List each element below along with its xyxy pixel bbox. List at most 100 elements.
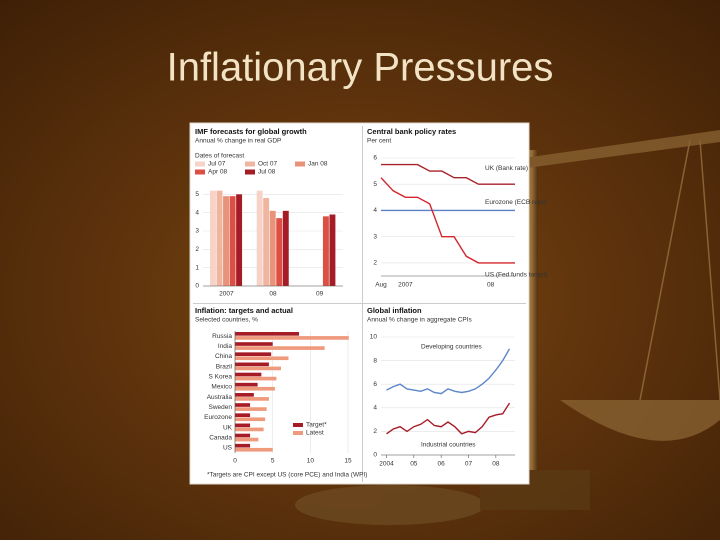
y-tick-label: 4 [373, 405, 377, 412]
x-tick-label: 10 [307, 458, 315, 465]
x-tick-label: 2004 [379, 461, 394, 468]
bar [235, 447, 273, 452]
bar [235, 372, 262, 377]
slide-title: Inflationary Pressures [167, 46, 554, 90]
x-tick-label: 05 [410, 461, 418, 468]
legend-swatch [245, 161, 255, 167]
legend-label: Target* [306, 422, 327, 429]
y-tick-label: Australia [207, 394, 233, 401]
bar [235, 417, 266, 422]
y-tick-label: US [223, 445, 233, 452]
bar [235, 376, 277, 381]
y-tick-label: 2 [373, 428, 377, 435]
x-tick-label: 0 [233, 458, 237, 465]
bar [235, 336, 349, 340]
y-tick-label: 6 [373, 381, 377, 388]
y-tick-label: 0 [373, 452, 377, 459]
x-tick-label: 2007 [219, 291, 234, 298]
legend-swatch [293, 431, 303, 435]
chart-subtitle: Per cent [367, 138, 391, 145]
scales-decoration [295, 130, 720, 525]
series-label: Eurozone (ECB repo) [485, 199, 547, 206]
x-tick-label: 08 [269, 291, 277, 298]
y-tick-label: S Korea [209, 373, 233, 380]
bar [235, 397, 269, 401]
y-tick-label: China [215, 353, 232, 360]
bar [256, 190, 263, 286]
bar [235, 413, 251, 418]
x-tick-label: 08 [487, 282, 495, 289]
series-label: US (Fed funds target) [485, 272, 548, 279]
y-tick-label: UK [223, 424, 233, 431]
bar [269, 210, 276, 286]
chart-subtitle: Annual % change in aggregate CPIs [367, 317, 473, 324]
bar [282, 210, 289, 286]
chart-subtitle: Annual % change in real GDP [195, 138, 281, 145]
legend-swatch [195, 161, 205, 167]
bar [235, 403, 251, 407]
x-tick-label: 15 [344, 458, 352, 465]
legend-label: Latest [306, 430, 324, 437]
bar [263, 198, 270, 286]
bar [235, 433, 251, 438]
y-tick-label: 4 [195, 209, 199, 216]
bar [276, 218, 283, 286]
bar [235, 437, 259, 442]
chart-title: Central bank policy rates [367, 127, 456, 136]
bar [235, 423, 251, 428]
bar [235, 356, 289, 361]
x-tick-label: 5 [271, 458, 275, 465]
bar [235, 407, 267, 411]
y-tick-label: 1 [195, 264, 199, 271]
legend-swatch [195, 169, 205, 175]
bar [235, 366, 281, 371]
footnote: *Targets are CPI except US (core PCE) an… [207, 472, 367, 479]
y-tick-label: Brazil [216, 363, 233, 370]
x-tick-label: Aug [375, 282, 387, 289]
y-tick-label: 6 [373, 155, 377, 162]
series-label: Industrial countries [421, 442, 476, 449]
line [381, 163, 515, 185]
y-tick-label: Russia [212, 333, 232, 340]
x-tick-label: 2007 [398, 282, 413, 289]
bar [235, 362, 269, 367]
series-label: UK (Bank rate) [485, 165, 528, 172]
y-tick-label: Mexico [211, 384, 232, 391]
bar [235, 382, 258, 387]
x-tick-label: 09 [316, 291, 324, 298]
y-tick-label: Sweden [209, 404, 233, 411]
y-tick-label: 0 [195, 283, 199, 290]
legend-label: Apr 08 [208, 169, 228, 176]
y-tick-label: 10 [370, 334, 378, 341]
x-tick-label: 07 [465, 461, 473, 468]
y-tick-label: 5 [373, 181, 377, 188]
line [386, 348, 511, 395]
chart-subtitle: Selected countries, % [195, 317, 258, 324]
bar [235, 342, 273, 346]
y-tick-label: 3 [373, 233, 377, 240]
y-tick-label: Canada [209, 434, 232, 441]
y-tick-label: 3 [195, 228, 199, 235]
chart-title: IMF forecasts for global growth [195, 127, 307, 136]
bar [235, 427, 264, 432]
x-tick-label: 08 [492, 461, 500, 468]
legend-label: Jan 08 [308, 161, 328, 168]
bar [329, 214, 336, 286]
y-tick-label: 8 [373, 357, 377, 364]
bar [229, 196, 236, 286]
legend-label: Oct 07 [258, 161, 278, 168]
legend-label: Jul 08 [258, 169, 276, 176]
series-label: Developing countries [421, 344, 482, 351]
y-tick-label: 2 [195, 246, 199, 253]
y-tick-label: 5 [195, 191, 199, 198]
legend-swatch [245, 169, 255, 175]
bar [322, 216, 329, 286]
chart-title: Inflation: targets and actual [195, 306, 293, 315]
bar [235, 386, 275, 391]
legend-title: Dates of forecast [195, 153, 244, 160]
y-tick-label: Eurozone [204, 414, 232, 421]
bar [235, 346, 325, 350]
line [380, 177, 515, 264]
bar [235, 443, 251, 448]
